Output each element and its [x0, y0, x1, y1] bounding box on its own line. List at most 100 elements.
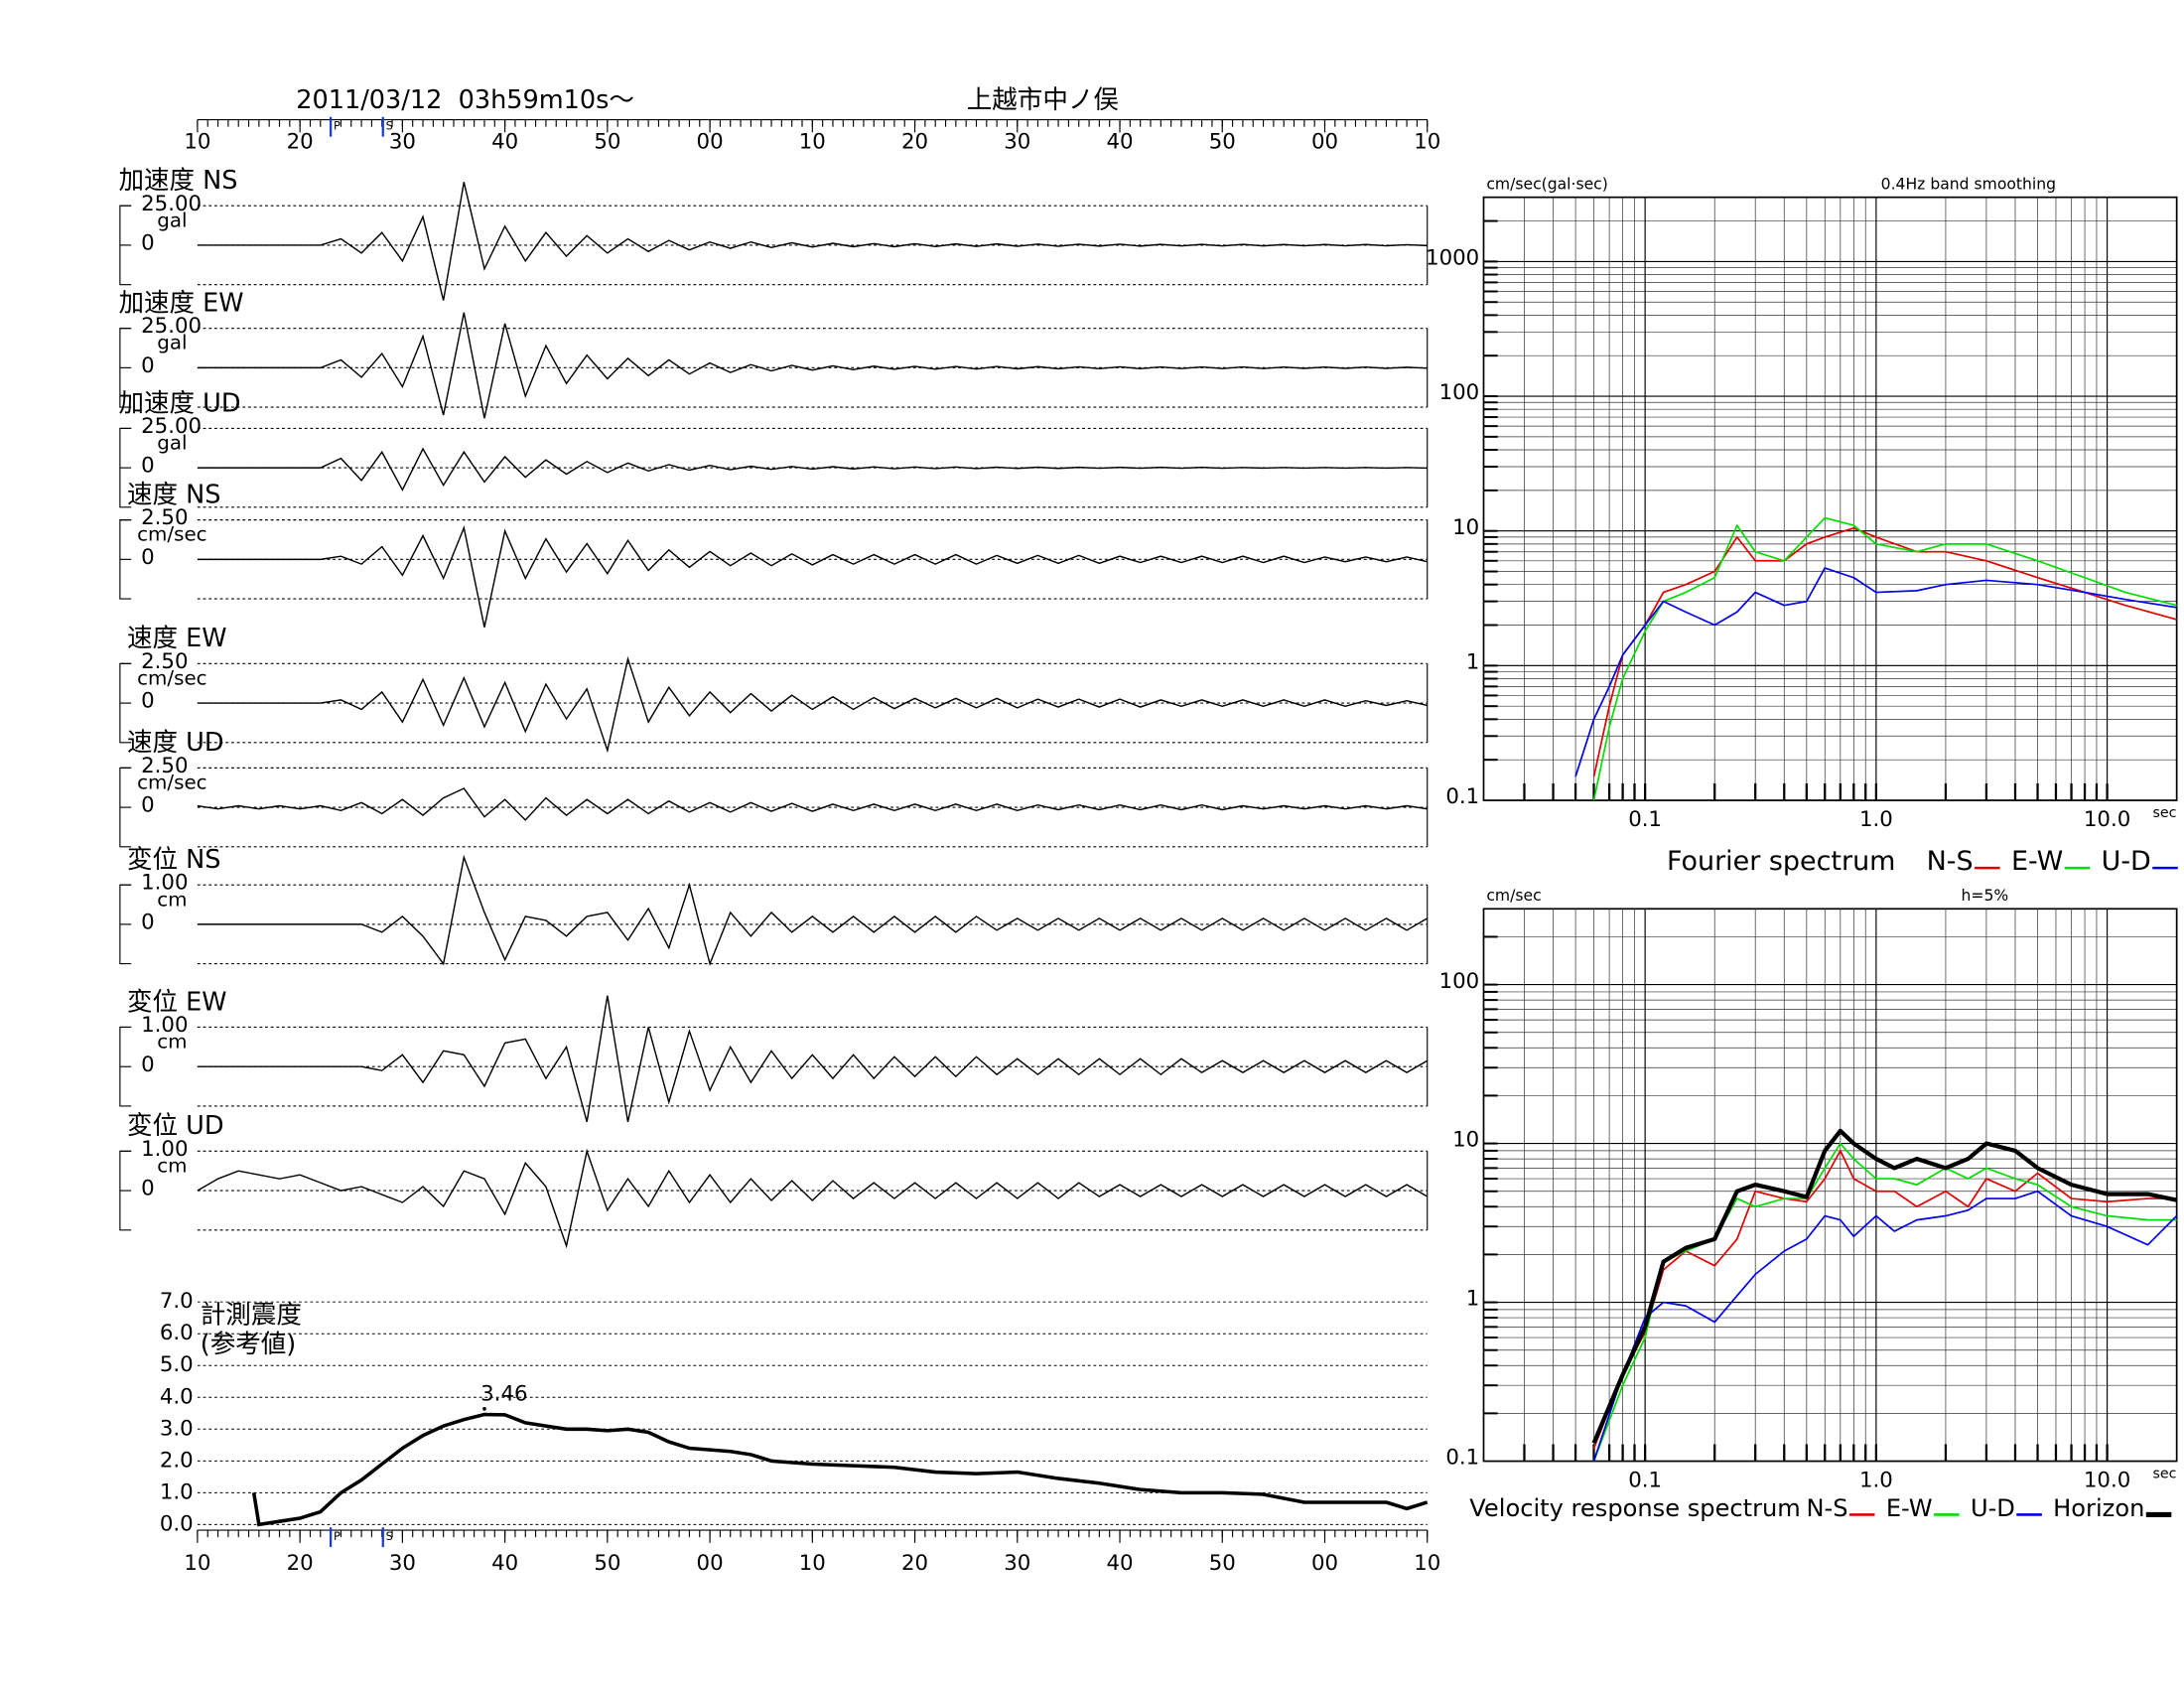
y-tick-label: 0.1	[1445, 1446, 1479, 1471]
x-tick-label: 10.0	[2084, 807, 2130, 832]
y-tick-label: 1.00	[141, 1137, 188, 1162]
time-tick-label: 10	[1414, 129, 1440, 154]
unit-label: cm	[157, 1031, 187, 1054]
y-tick-label: 0.1	[1445, 784, 1479, 809]
legend-label: Horizon	[2053, 1494, 2144, 1522]
legend-label: E-W	[1886, 1494, 1933, 1522]
legend-label: U-D	[2102, 846, 2151, 877]
peak-dot	[482, 1407, 486, 1411]
time-tick-label: 50	[1209, 129, 1236, 154]
peak-label: 3.46	[480, 1382, 527, 1407]
y-tick-label: 4.0	[160, 1384, 194, 1409]
y-tick-label: 2.50	[141, 649, 188, 674]
intensity-subtitle: (参考値)	[201, 1330, 297, 1359]
x-tick-label: 1.0	[1859, 1468, 1893, 1492]
time-tick-label: 10	[184, 1551, 210, 1576]
time-tick-label: 50	[1209, 1551, 1236, 1576]
x-tick-label: 0.1	[1628, 807, 1662, 832]
waveform-trace	[197, 787, 1428, 821]
y-tick-label: 1	[1466, 1287, 1480, 1312]
waveform-trace	[197, 655, 1428, 754]
y-tick-label: 10	[1452, 1128, 1479, 1153]
intensity-trace	[251, 1412, 1429, 1527]
y-tick-label: 0.0	[160, 1511, 194, 1536]
waveform-trace	[197, 854, 1429, 966]
y-tick-label: 0	[141, 230, 155, 255]
chart-note: 0.4Hz band smoothing	[1881, 175, 2056, 193]
y-tick-label: 2.50	[141, 505, 188, 530]
y-tick-label: 0	[141, 353, 155, 378]
time-tick-label: 40	[1106, 129, 1133, 154]
time-tick-label: 20	[287, 1551, 314, 1576]
time-tick-label: 20	[287, 129, 314, 154]
spectrum-line	[1591, 1128, 2178, 1445]
x-tick-label: 1.0	[1859, 807, 1893, 832]
y-tick-label: 25.00	[141, 414, 202, 439]
unit-label: cm/sec	[137, 523, 206, 546]
y-tick-label: 100	[1439, 380, 1480, 405]
panel-name: 速度 UD	[127, 728, 224, 758]
time-tick-label: 30	[389, 1551, 416, 1576]
record-time: 2011/03/12 03h59m10s～	[296, 85, 634, 115]
y-tick-label: 1.00	[141, 871, 188, 896]
spectrum-line	[1592, 1142, 2177, 1462]
time-tick-label: 40	[1106, 1551, 1133, 1576]
unit-label: gal	[157, 431, 187, 454]
unit-label: cm/sec	[137, 771, 206, 793]
y-tick-label: 7.0	[160, 1289, 194, 1314]
legend-label: U-D	[1971, 1494, 2015, 1522]
spectrum-line	[1592, 526, 2177, 777]
unit-label: cm	[157, 1154, 187, 1177]
panel-name: 変位 NS	[127, 845, 220, 875]
legend-title: Fourier spectrum	[1667, 846, 1895, 877]
unit-label: gal	[157, 209, 187, 231]
time-tick-label: 40	[491, 1551, 518, 1576]
phase-label: P	[334, 119, 341, 133]
y-tick-label: 2.50	[141, 754, 188, 778]
y-tick-label: 25.00	[141, 192, 202, 216]
spectrum-line	[1574, 567, 2177, 777]
panel-name: 加速度 EW	[118, 289, 243, 319]
panel-name: 速度 EW	[127, 624, 227, 653]
y-tick-label: 1.0	[160, 1479, 194, 1504]
waveform-trace	[197, 1148, 1429, 1249]
time-tick-label: 50	[594, 1551, 620, 1576]
waveform-trace	[197, 182, 1428, 301]
time-tick-label: 10	[184, 129, 210, 154]
phase-label: S	[386, 119, 393, 133]
legend-label: N-S	[1806, 1494, 1847, 1522]
time-tick-label: 10	[799, 1551, 826, 1576]
time-tick-label: 20	[901, 1551, 928, 1576]
waveform-trace	[197, 447, 1428, 492]
y-tick-label: 1.00	[141, 1013, 188, 1038]
plot-frame	[1482, 196, 2178, 801]
time-tick-label: 10	[799, 129, 826, 154]
y-tick-label: 25.00	[141, 314, 202, 339]
panel-name: 変位 EW	[127, 987, 227, 1017]
time-tick-label: 00	[1311, 129, 1338, 154]
time-tick-label: 30	[1004, 129, 1030, 154]
time-tick-label: 30	[389, 129, 416, 154]
panel-name: 加速度 UD	[118, 388, 240, 418]
time-tick-label: 00	[1311, 1551, 1338, 1576]
y-tick-label: 3.0	[160, 1416, 194, 1441]
y-tick-label: 0	[141, 689, 155, 714]
time-tick-label: 30	[1004, 1551, 1030, 1576]
x-axis-unit: sec	[2153, 1466, 2177, 1481]
y-tick-label: 0	[141, 545, 155, 570]
y-axis-unit: cm/sec(gal·sec)	[1486, 175, 1608, 193]
y-tick-label: 10	[1452, 515, 1479, 540]
unit-label: gal	[157, 332, 187, 354]
unit-label: cm	[157, 888, 187, 911]
time-tick-label: 00	[697, 129, 724, 154]
x-tick-label: 0.1	[1628, 1468, 1662, 1492]
waveform-trace	[197, 312, 1428, 419]
y-tick-label: 100	[1439, 969, 1480, 994]
time-tick-label: 50	[594, 129, 620, 154]
waveform-trace	[197, 995, 1429, 1123]
spectrum-line	[1592, 1190, 2178, 1462]
legend-label: E-W	[2011, 846, 2063, 877]
intensity-title: 計測震度	[201, 1300, 302, 1330]
phase-label: S	[386, 1529, 393, 1543]
y-tick-label: 2.0	[160, 1448, 194, 1473]
